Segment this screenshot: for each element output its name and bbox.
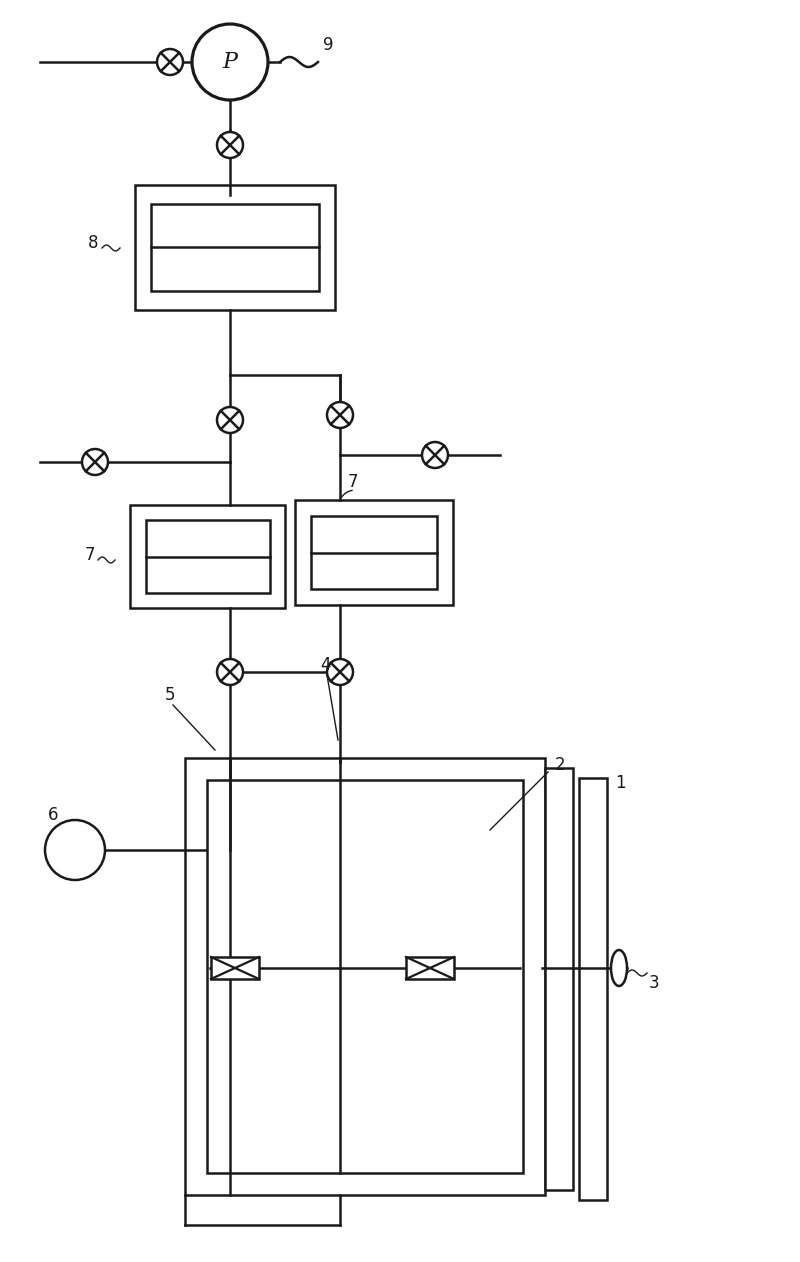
Text: 6: 6	[48, 806, 58, 824]
Bar	[545, 769, 573, 1190]
Circle shape	[82, 449, 108, 475]
Circle shape	[217, 408, 243, 433]
Circle shape	[422, 442, 448, 468]
Circle shape	[217, 659, 243, 685]
Bar	[151, 203, 319, 292]
Text: P: P	[222, 50, 238, 73]
Text: 9: 9	[323, 37, 334, 54]
Bar	[406, 957, 454, 979]
Circle shape	[327, 403, 353, 428]
Bar	[211, 957, 259, 979]
Text: 1: 1	[615, 774, 626, 793]
Text: 8: 8	[88, 233, 98, 252]
Text: 7: 7	[348, 473, 358, 491]
Ellipse shape	[611, 950, 627, 986]
Bar	[135, 186, 335, 310]
Text: 4: 4	[320, 656, 330, 674]
Text: 5: 5	[165, 687, 175, 704]
Text: 2: 2	[555, 756, 566, 774]
Bar	[146, 520, 270, 593]
Bar	[185, 758, 545, 1195]
Circle shape	[327, 659, 353, 685]
Circle shape	[157, 49, 183, 74]
Bar	[310, 516, 438, 589]
Circle shape	[45, 820, 105, 880]
Bar	[295, 500, 453, 604]
Bar	[130, 505, 285, 608]
Circle shape	[217, 133, 243, 158]
Text: 7: 7	[85, 546, 95, 564]
Text: 3: 3	[649, 974, 660, 992]
Bar	[207, 780, 523, 1172]
Bar	[579, 777, 607, 1200]
Circle shape	[192, 24, 268, 100]
